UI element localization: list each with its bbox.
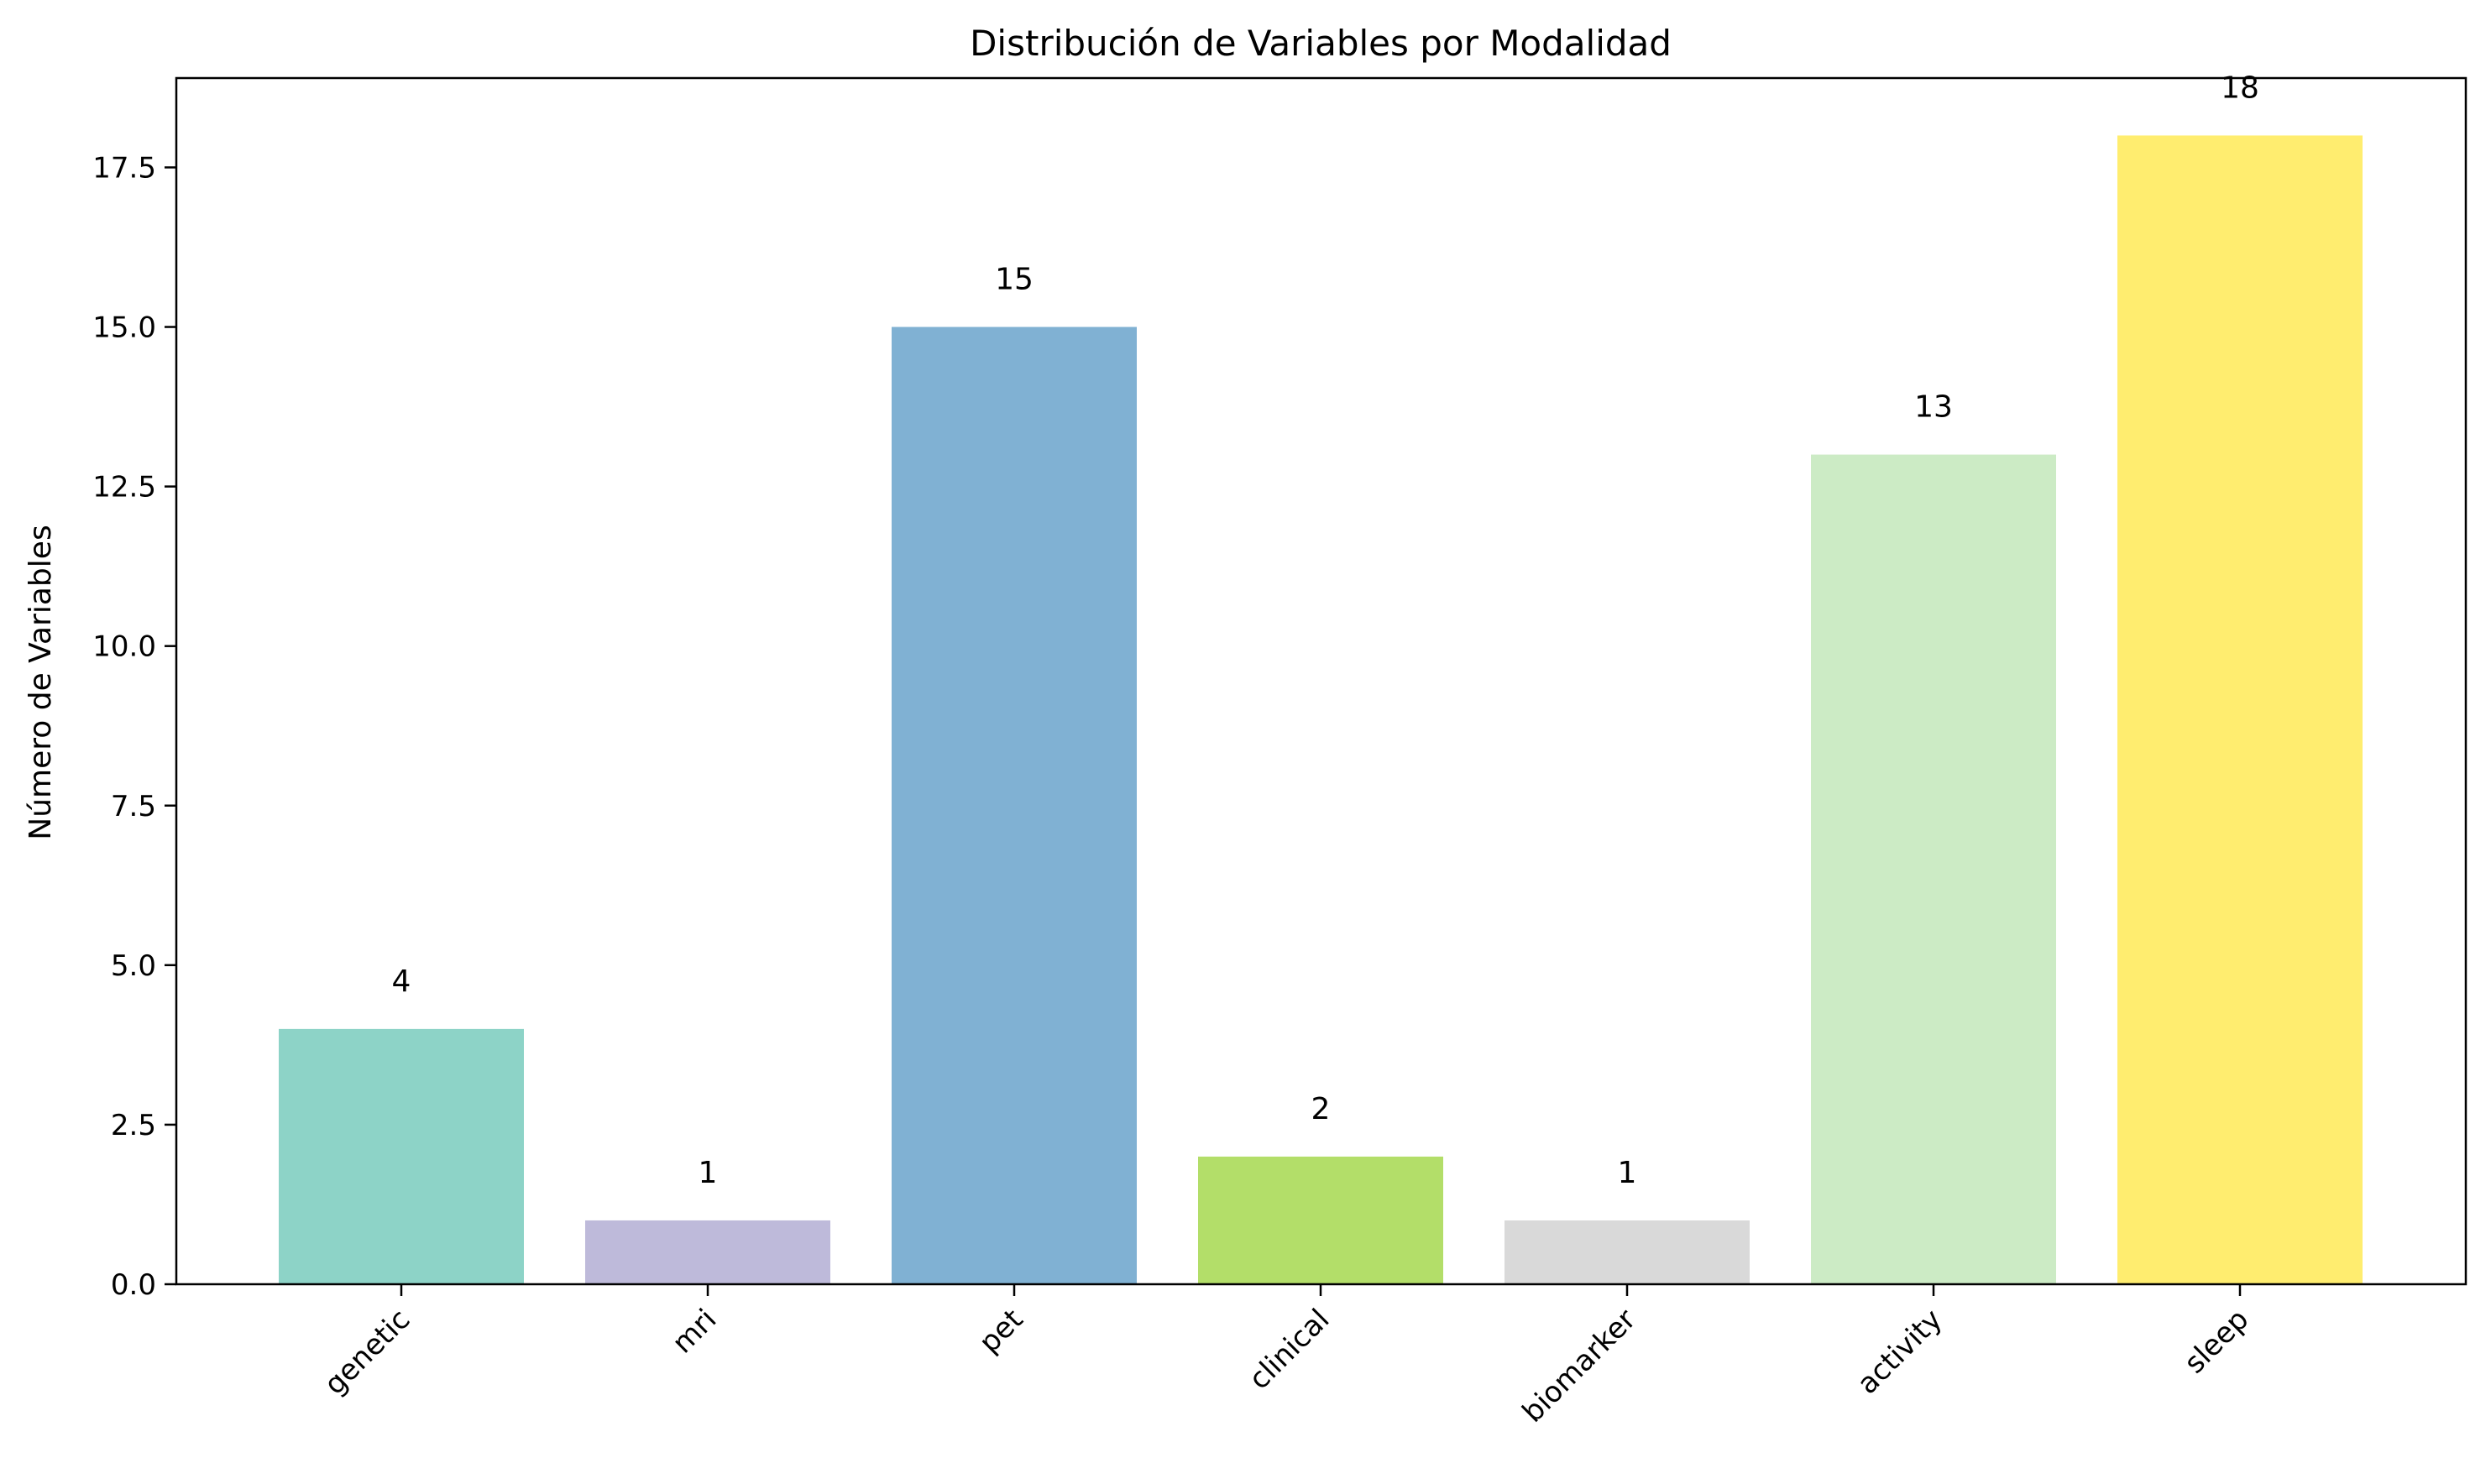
bar-activity (1811, 454, 2056, 1284)
data-label-pet: 15 (995, 263, 1034, 297)
y-tick-label: 5.0 (111, 949, 156, 983)
data-label-clinical: 2 (1311, 1092, 1331, 1126)
x-tick-label-pet: pet (973, 1303, 1030, 1360)
x-tick-label-mri: mri (666, 1303, 723, 1360)
data-label-genetic: 4 (392, 964, 411, 999)
x-tick-label-genetic: genetic (318, 1303, 417, 1402)
y-tick-label: 10.0 (92, 630, 156, 664)
x-tick-label-biomarker: biomarker (1516, 1303, 1643, 1429)
y-axis-ticks: 0.0 2.5 5.0 7.5 10.0 12.5 15.0 17.5 (92, 151, 176, 1302)
data-label-biomarker: 1 (1618, 1156, 1637, 1190)
y-tick-label: 17.5 (92, 151, 156, 185)
y-tick-label: 12.5 (92, 471, 156, 504)
y-tick-label: 0.0 (111, 1268, 156, 1302)
plot-frame (175, 76, 2467, 1286)
x-tick-label-activity: activity (1850, 1303, 1949, 1401)
bar-genetic (279, 1028, 524, 1284)
bar-pet (892, 327, 1137, 1284)
bar-biomarker (1505, 1220, 1750, 1284)
bar-sleep (2117, 135, 2363, 1284)
data-label-mri: 1 (699, 1156, 718, 1190)
y-tick-label: 7.5 (111, 790, 156, 823)
data-labels-group: 4 1 15 2 1 13 18 (392, 71, 2259, 1190)
bar-mri (585, 1220, 830, 1284)
bar-clinical (1198, 1156, 1443, 1284)
chart-title: Distribución de Variables por Modalidad (970, 23, 1672, 64)
y-tick-label: 2.5 (111, 1109, 156, 1142)
x-axis-ticks: genetic mri pet clinical biomarker activity sl… (318, 1284, 2255, 1429)
x-tick-label-clinical: clinical (1243, 1303, 1336, 1396)
x-tick-label-sleep: sleep (2178, 1303, 2255, 1380)
bars-group (279, 135, 2363, 1284)
data-label-sleep: 18 (2221, 71, 2259, 105)
y-tick-label: 15.0 (92, 311, 156, 345)
data-label-activity: 13 (1914, 390, 1953, 425)
y-axis-label: Número de Variables (24, 525, 58, 839)
